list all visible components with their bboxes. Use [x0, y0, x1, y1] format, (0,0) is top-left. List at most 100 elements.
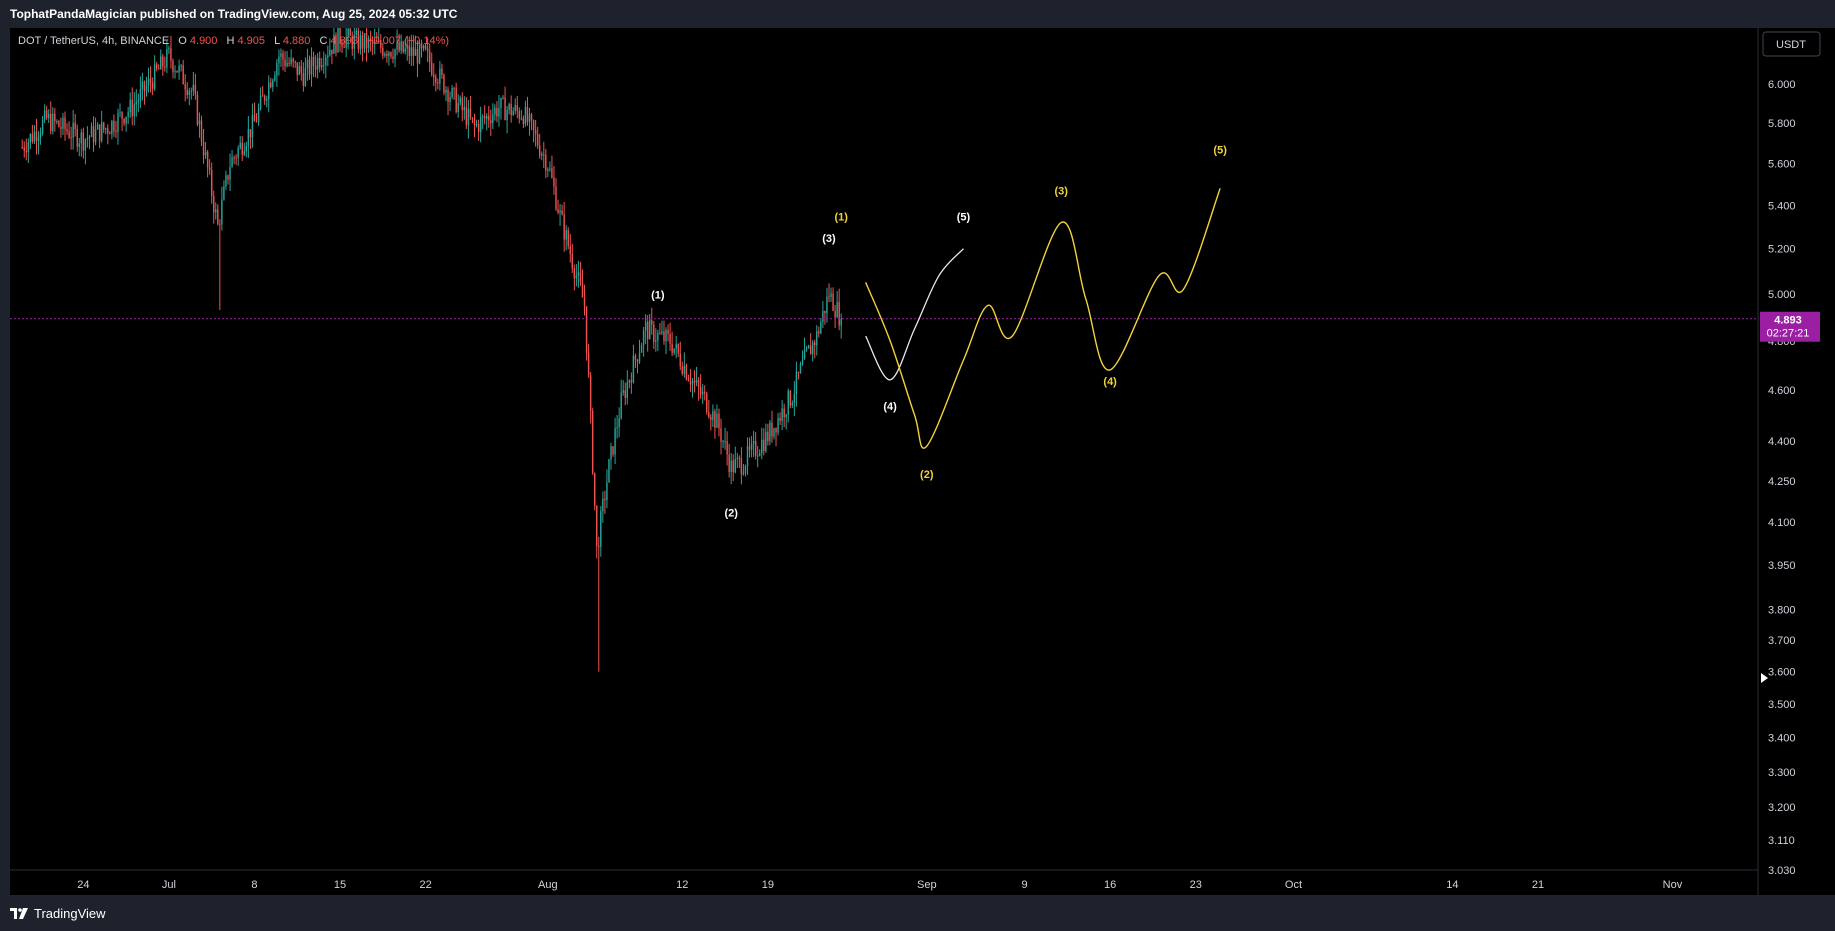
candle-body: [563, 214, 565, 240]
candle-body: [426, 48, 429, 51]
candle-body: [787, 390, 789, 415]
low-value: 4.880: [283, 35, 311, 47]
candle-body: [333, 34, 335, 54]
candle-body: [506, 110, 508, 121]
currency-button[interactable]: USDT: [1762, 31, 1821, 57]
price-tick-label: 3.200: [1768, 802, 1796, 814]
candle-body: [416, 49, 419, 64]
candle-body: [602, 498, 604, 512]
candle-body: [388, 52, 390, 57]
candle-body: [261, 95, 264, 97]
candle-body: [54, 113, 56, 122]
candle-body: [439, 68, 441, 84]
candle-body: [516, 105, 518, 111]
candle-body: [308, 59, 311, 75]
candle-body: [712, 411, 714, 420]
candle-body: [355, 30, 358, 35]
candle-body: [573, 268, 576, 279]
candle-body: [23, 147, 25, 151]
candle-body: [373, 40, 376, 44]
candle-body: [276, 63, 278, 76]
candle-body: [463, 107, 466, 111]
candle-body: [213, 195, 215, 213]
candle-body: [74, 122, 76, 129]
candle-body: [451, 87, 453, 98]
candle-body: [239, 142, 241, 149]
candle-body: [174, 70, 176, 72]
candle-body: [738, 457, 741, 459]
candle-body: [219, 224, 221, 226]
candle-body: [200, 120, 203, 142]
change-value: −0.007 (−0.14%): [367, 35, 449, 47]
candle-body: [296, 62, 298, 75]
candle-body: [526, 106, 529, 123]
candle-body: [736, 457, 739, 460]
candle-body: [583, 297, 586, 307]
candle-body: [634, 355, 637, 360]
candle-body: [204, 151, 207, 156]
price-tick-label: 3.500: [1768, 699, 1796, 711]
candle-body: [398, 42, 400, 51]
candle-body: [414, 49, 417, 56]
candle-body: [795, 371, 798, 395]
candle-body: [646, 321, 649, 340]
candle-body: [642, 330, 645, 346]
candle-body: [435, 76, 437, 83]
candle-body: [486, 115, 488, 119]
candle-body: [137, 100, 140, 103]
candle-body: [72, 122, 74, 138]
candle-body: [461, 97, 463, 111]
candle-body: [318, 57, 321, 68]
candle-body: [443, 74, 445, 93]
time-axis[interactable]: 24 Jul 8 15 22 Aug 12 19 Sep 9 16 23 Oct 14 21 Nov: [77, 879, 1682, 891]
tradingview-brand[interactable]: TradingView: [10, 905, 106, 921]
candle-body: [669, 333, 671, 344]
chart-panel[interactable]: (1) (2) (3) (4) (5) (1) (2) (3) (4) (5) DOT / Tet…: [10, 28, 1835, 895]
time-tick-label: Nov: [1663, 879, 1683, 891]
time-tick-label: 16: [1104, 879, 1116, 891]
currency-button-box[interactable]: [1762, 31, 1821, 57]
candle-body: [27, 142, 30, 153]
candle-body: [141, 81, 144, 90]
candle-body: [235, 157, 237, 159]
candle-body: [153, 64, 156, 89]
candle-body: [553, 177, 555, 187]
candle-body: [600, 511, 602, 547]
candle-body: [369, 38, 372, 41]
candle-body: [404, 48, 406, 52]
candlestick-chart[interactable]: (1) (2) (3) (4) (5) (1) (2) (3) (4) (5) DOT / Tet…: [10, 28, 1835, 895]
candle-body: [483, 116, 486, 119]
candle-body: [761, 439, 763, 454]
candle-body: [255, 121, 258, 123]
scroll-marker-icon[interactable]: [1761, 673, 1768, 683]
candle-body: [80, 132, 83, 144]
candle-body: [160, 56, 162, 70]
time-tick-label: 14: [1446, 879, 1458, 891]
price-axis[interactable]: 6.0005.8005.6005.4005.2005.0004.8004.600…: [1768, 79, 1796, 877]
candle-body: [288, 62, 290, 64]
candle-body: [687, 378, 690, 381]
candle-body: [644, 321, 647, 331]
candle-body: [184, 84, 186, 90]
currency-button-label[interactable]: USDT: [1776, 39, 1806, 51]
candle-body: [428, 50, 431, 63]
candle-body: [64, 117, 66, 130]
candle-body: [569, 245, 571, 255]
candle-body: [251, 115, 254, 138]
candle-body: [298, 66, 301, 75]
candle-body: [732, 460, 734, 473]
price-tick-label: 3.300: [1768, 767, 1796, 779]
time-tick-label: 9: [1022, 879, 1028, 891]
high-label: H: [226, 35, 234, 47]
candle-body: [734, 459, 736, 473]
publish-header: TophatPandaMagician published on Trading…: [0, 0, 1835, 28]
candle-body: [822, 310, 824, 323]
candle-body: [512, 111, 514, 116]
candle-body: [587, 352, 590, 376]
candle-body: [82, 132, 85, 151]
candle-body: [109, 133, 111, 135]
candle-body: [359, 35, 362, 50]
wave-label: (4): [1103, 376, 1117, 388]
candle-body: [653, 324, 655, 342]
candle-body: [90, 126, 93, 137]
